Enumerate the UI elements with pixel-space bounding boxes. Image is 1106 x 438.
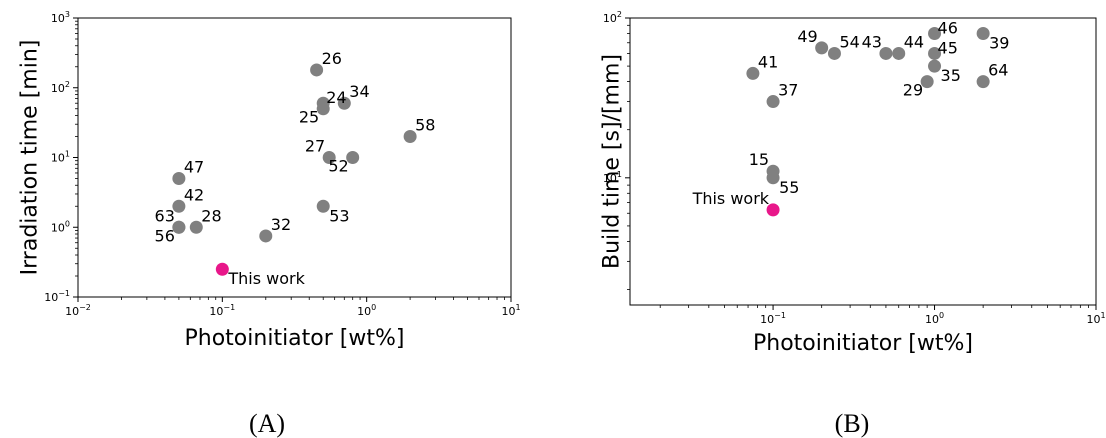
x-tick-label: 10−1 [760,311,786,326]
point-label: 39 [989,33,1009,52]
point-label: 46 [938,18,958,37]
point-label: 43 [862,32,882,51]
data-point [920,75,934,89]
point-label: 52 [328,157,348,176]
point-label: 44 [904,32,924,51]
point-label: 28 [201,206,221,225]
data-point [337,96,351,110]
point-label: 56 [155,226,175,245]
data-point [892,46,906,60]
point-label: 58 [415,116,435,135]
data-point [879,46,893,60]
x-tick-label: 10−2 [65,303,91,318]
data-point [928,46,942,60]
panel-caption-a: (A) [249,409,285,438]
ticks-b: 10−1 100 101 101 102 [603,10,1106,326]
y-tick-label: 100 [51,219,70,234]
this-work-label: This work [227,269,305,288]
data-point [976,26,990,40]
point-label: 54 [839,32,859,51]
point-label: 32 [271,215,291,234]
data-point [189,220,203,234]
x-axis-label-a: Photoinitiator [wt%] [185,326,405,351]
x-tick-label: 100 [925,311,944,326]
point-label: 41 [758,52,778,71]
x-tick-label: 100 [357,303,376,318]
point-label: 55 [779,178,799,197]
y-tick-label: 101 [51,150,70,165]
x-axis-label-b: Photoinitiator [wt%] [753,331,973,356]
data-point [766,171,780,185]
y-tick-label: 10−1 [44,289,70,304]
y-axis-label-b: Build time [s]/[mm] [600,54,625,269]
this-work-point [215,262,229,276]
data-point [976,75,990,89]
y-axis-label-a: Irradiation time [min] [18,40,43,276]
point-label: 27 [305,137,325,156]
point-label: 42 [184,185,204,204]
panel-b: 10−1 100 101 101 102 46 39 49 54 43 44 45 35 29 64 413… [600,10,1106,438]
data-point [316,102,330,116]
data-point [346,151,360,164]
point-label: 24 [326,88,346,107]
data-point [322,151,336,164]
point-label: 34 [349,82,369,101]
panel-caption-b: (B) [835,409,870,438]
x-tick-label: 10−1 [209,303,235,318]
y-tick-label: 101 [603,170,622,185]
this-work-label: This work [692,189,770,208]
data-point [172,199,186,213]
y-tick-label: 103 [51,10,70,25]
this-work-point [766,203,780,217]
point-label: 35 [941,66,961,85]
data-point [928,59,942,73]
point-label: 64 [988,61,1008,80]
plot-frame-a [77,17,512,298]
data-point [172,220,186,234]
point-label: 63 [155,206,175,225]
point-label: 26 [322,49,342,68]
y-tick-label: 102 [51,80,70,95]
data-point [316,199,330,213]
data-point [827,46,841,60]
data-point [310,63,324,77]
point-label: 29 [903,81,923,100]
data-point [746,66,760,80]
y-tick-label: 102 [603,10,622,25]
data-point [403,130,417,144]
point-label: 53 [329,206,349,225]
x-tick-label: 101 [1086,311,1105,326]
data-point [766,95,780,109]
point-label: 47 [184,157,204,176]
data-point [928,26,942,40]
point-label: 25 [299,108,319,127]
plot-frame-b [629,17,1097,306]
point-label: 15 [749,150,769,169]
point-label: 37 [778,81,798,100]
point-label: 45 [938,38,958,57]
data-point [259,229,273,243]
point-label: 49 [797,27,817,46]
x-tick-label: 101 [501,303,520,318]
data-point [172,171,186,185]
data-point [815,41,829,55]
